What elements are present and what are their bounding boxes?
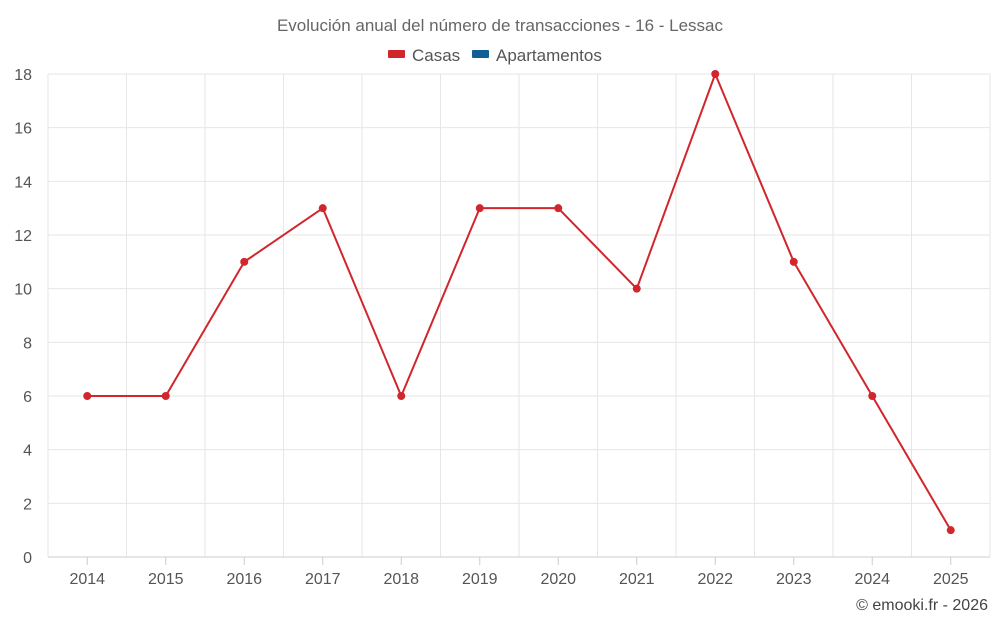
data-point[interactable] <box>475 204 484 213</box>
x-tick-label: 2022 <box>697 571 733 588</box>
data-point[interactable] <box>318 204 327 213</box>
series-line-casas <box>87 73 952 531</box>
y-tick-label: 16 <box>14 121 32 138</box>
x-tick-label: 2020 <box>540 571 576 588</box>
y-tick-label: 0 <box>23 550 32 567</box>
y-tick-label: 2 <box>23 496 32 513</box>
axes: 0 2 4 6 8 10 12 14 16 18 2014 2015 2016 2017 2018 2019 2… <box>14 67 990 588</box>
data-point[interactable] <box>789 257 798 266</box>
chart-title: Evolución anual del número de transaccio… <box>277 16 724 35</box>
y-tick-label: 18 <box>14 67 32 84</box>
y-tick-label: 14 <box>14 174 32 191</box>
data-point[interactable] <box>83 392 92 400</box>
x-tick-label: 2021 <box>619 571 655 588</box>
y-tick-label: 6 <box>23 389 32 406</box>
data-point[interactable] <box>161 392 170 400</box>
x-tick-label: 2019 <box>462 571 498 588</box>
x-tick-label: 2023 <box>776 571 812 588</box>
data-point[interactable] <box>554 204 563 213</box>
y-tick-label: 8 <box>23 335 32 352</box>
x-tick-label: 2016 <box>226 571 262 588</box>
y-tick-label: 12 <box>14 228 32 245</box>
x-tick-label: 2024 <box>854 571 890 588</box>
data-point[interactable] <box>946 526 955 535</box>
data-point[interactable] <box>397 392 406 400</box>
data-point[interactable] <box>711 70 720 78</box>
y-tick-label: 10 <box>14 282 32 299</box>
x-tick-label: 2014 <box>69 571 105 588</box>
x-tick-label: 2015 <box>148 571 184 588</box>
legend-label-apartamentos[interactable]: Apartamentos <box>496 46 602 65</box>
legend-swatch-casas <box>388 50 405 58</box>
credit-label: © emooki.fr - 2026 <box>856 597 988 614</box>
legend-label-casas[interactable]: Casas <box>412 46 460 65</box>
x-tick-label: 2025 <box>933 571 969 588</box>
x-tick-label: 2018 <box>383 571 419 588</box>
legend-swatch-apartamentos <box>472 50 489 58</box>
data-point[interactable] <box>632 284 641 293</box>
data-point[interactable] <box>240 257 249 266</box>
data-point[interactable] <box>868 392 877 400</box>
series-casas <box>83 70 955 535</box>
legend: Casas Apartamentos <box>388 46 602 65</box>
grid <box>47 73 991 557</box>
y-tick-label: 4 <box>23 443 32 460</box>
x-tick-label: 2017 <box>305 571 341 588</box>
